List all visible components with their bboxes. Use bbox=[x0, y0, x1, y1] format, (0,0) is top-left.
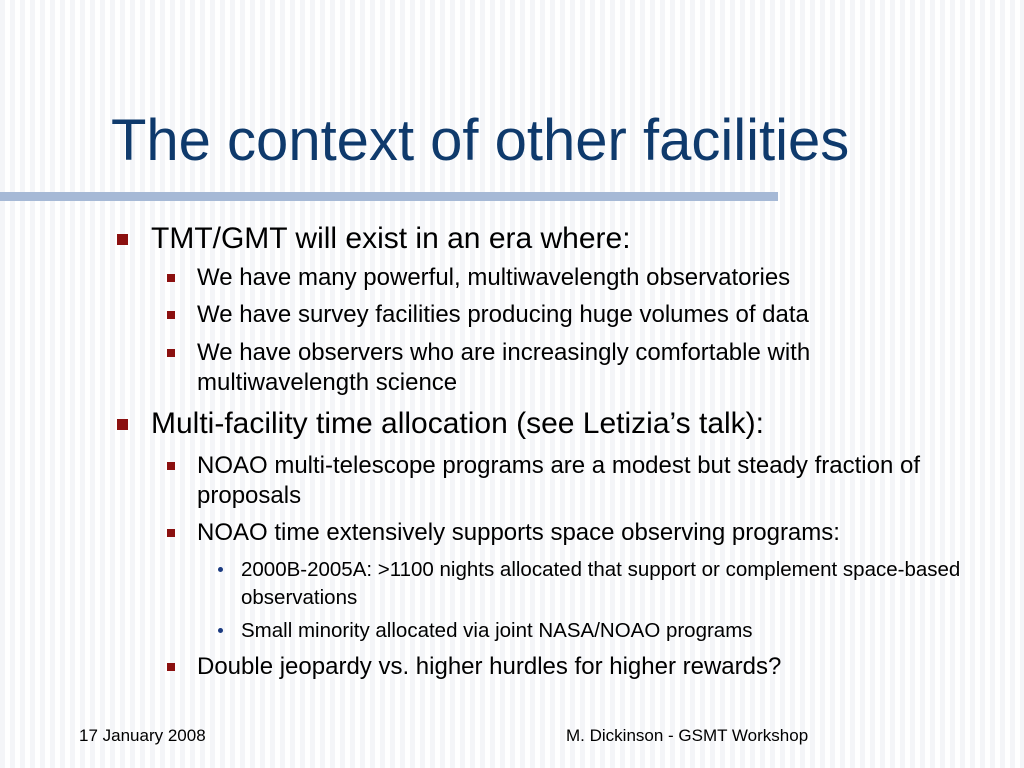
sub-bullet-item: We have observers who are increasingly c… bbox=[167, 338, 937, 398]
sub-bullet-text: We have many powerful, multiwavelength o… bbox=[197, 264, 791, 291]
dot-bullet-icon bbox=[218, 628, 223, 633]
sub-bullet-item: Double jeopardy vs. higher hurdles for h… bbox=[167, 652, 977, 682]
footer-author: M. Dickinson - GSMT Workshop bbox=[566, 726, 809, 745]
title-divider bbox=[0, 192, 778, 201]
sub-bullet-item: We have many powerful, multiwavelength o… bbox=[167, 263, 977, 293]
square-bullet-icon bbox=[117, 419, 128, 430]
sub-sub-bullet-text: 2000B-2005A: >1100 nights allocated that… bbox=[241, 558, 961, 609]
square-bullet-icon bbox=[167, 529, 175, 537]
square-bullet-icon bbox=[167, 462, 175, 470]
sub-bullet-item: NOAO multi-telescope programs are a mode… bbox=[167, 451, 937, 511]
sub-sub-bullet-item: Small minority allocated via joint NASA/… bbox=[218, 617, 1011, 645]
sub-sub-bullet-text: Small minority allocated via joint NASA/… bbox=[241, 619, 753, 642]
bullet-item: Multi-facility time allocation (see Leti… bbox=[117, 406, 1001, 442]
slide-body: TMT/GMT will exist in an era where: We h… bbox=[117, 221, 1011, 682]
bullet-item: TMT/GMT will exist in an era where: bbox=[117, 221, 1001, 257]
square-bullet-icon bbox=[167, 663, 175, 671]
sub-bullet-item: We have survey facilities producing huge… bbox=[167, 300, 977, 330]
bullet-text: TMT/GMT will exist in an era where: bbox=[151, 222, 631, 255]
sub-bullet-text: We have survey facilities producing huge… bbox=[197, 301, 809, 328]
sub-bullet-text: Double jeopardy vs. higher hurdles for h… bbox=[197, 653, 782, 680]
square-bullet-icon bbox=[117, 234, 128, 245]
sub-bullet-text: NOAO multi-telescope programs are a mode… bbox=[197, 452, 920, 509]
slide-title: The context of other facilities bbox=[111, 108, 850, 173]
dot-bullet-icon bbox=[218, 567, 223, 572]
bullet-text: Multi-facility time allocation (see Leti… bbox=[151, 407, 764, 440]
footer-date: 17 January 2008 bbox=[79, 726, 206, 745]
square-bullet-icon bbox=[167, 311, 175, 319]
square-bullet-icon bbox=[167, 274, 175, 282]
sub-bullet-text: We have observers who are increasingly c… bbox=[197, 339, 811, 396]
square-bullet-icon bbox=[167, 349, 175, 357]
sub-bullet-text: NOAO time extensively supports space obs… bbox=[197, 519, 840, 546]
sub-bullet-item: NOAO time extensively supports space obs… bbox=[167, 518, 977, 548]
sub-sub-bullet-item: 2000B-2005A: >1100 nights allocated that… bbox=[218, 556, 1011, 612]
